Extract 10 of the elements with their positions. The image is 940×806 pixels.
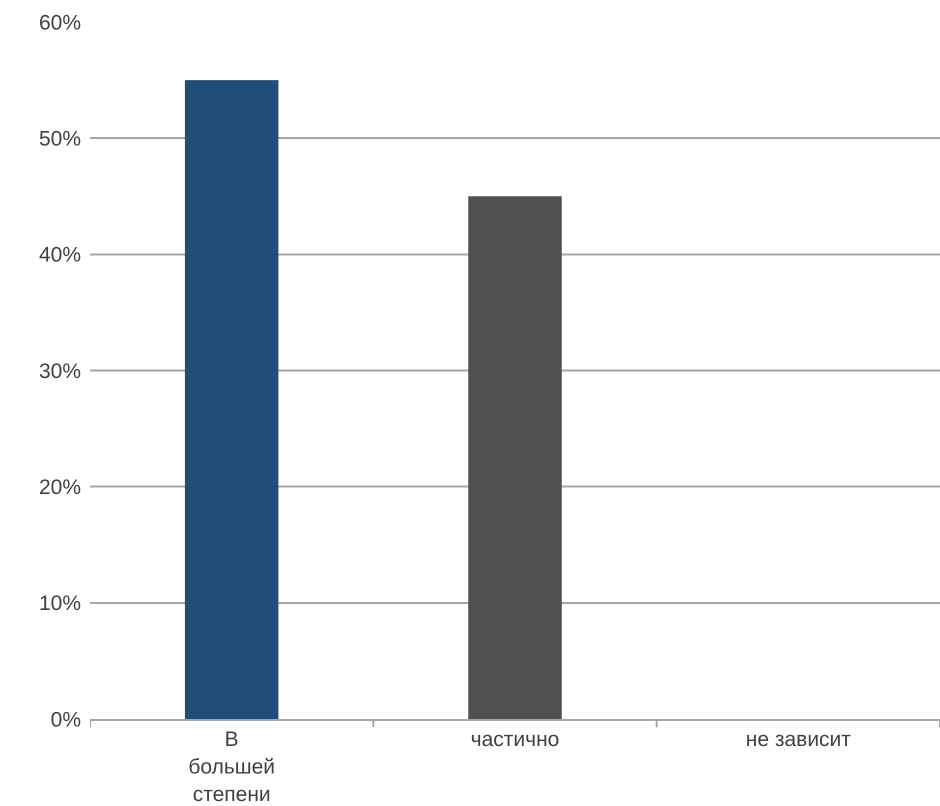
x-tick-label: не зависит	[746, 728, 852, 752]
y-tick-label: 20%	[38, 476, 81, 500]
y-tick-label: 30%	[38, 360, 81, 383]
x-tick-label: В большей степени	[188, 728, 276, 806]
y-tick-label: 40%	[38, 244, 81, 267]
y-tick-label: 0%	[50, 708, 81, 732]
x-tick-label: частично	[470, 728, 560, 752]
y-tick-label: 60%	[38, 11, 81, 34]
y-tick-label: 10%	[38, 592, 81, 616]
y-tick-label: 50%	[38, 128, 81, 151]
